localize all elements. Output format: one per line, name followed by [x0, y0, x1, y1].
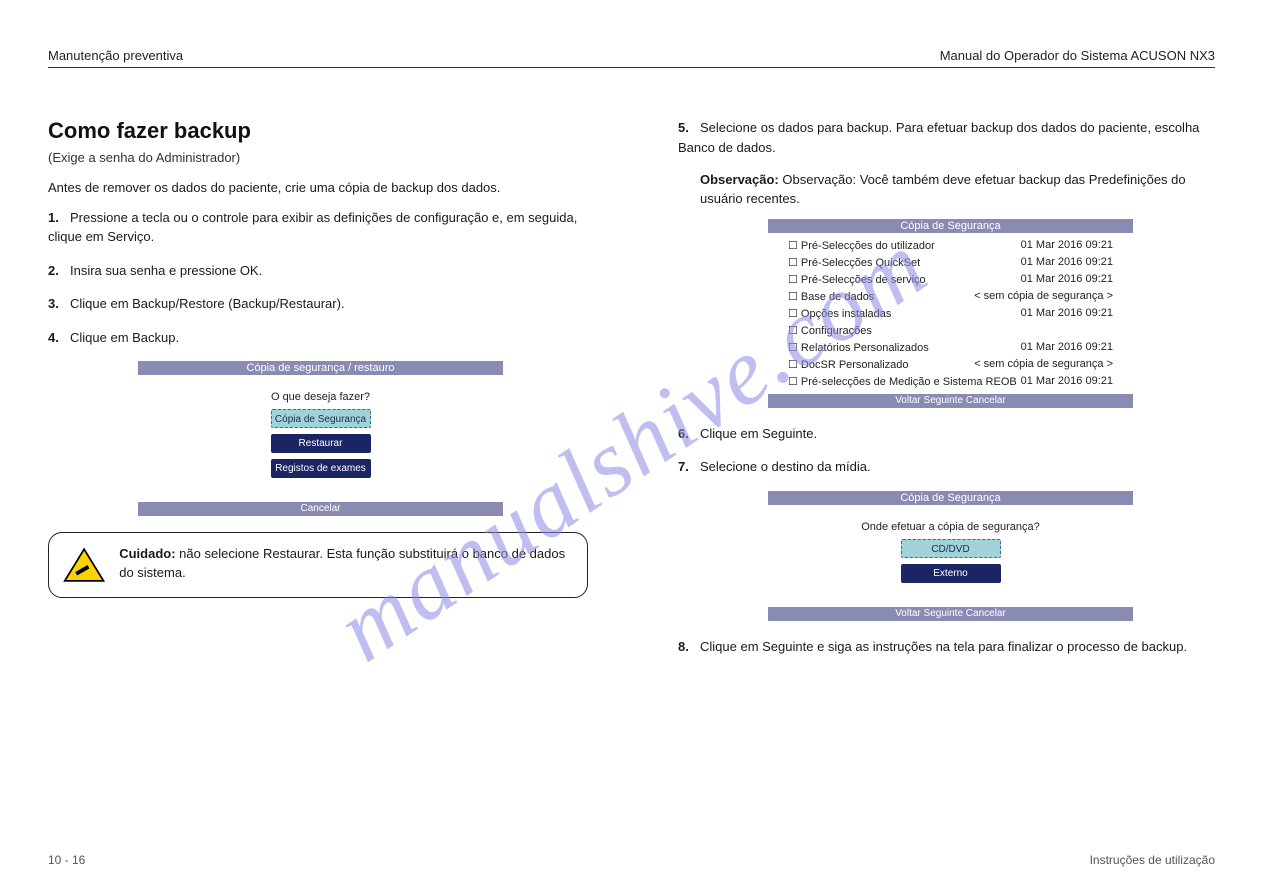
backup-restore-panel: Cópia de segurança / restauro O que dese… [138, 361, 503, 516]
step-6: 6.Clique em Seguinte. [678, 424, 1218, 444]
caution-label: Cuidado: [119, 546, 175, 561]
footer-left: 10 - 16 [48, 853, 85, 867]
panel-title: Cópia de segurança / restauro [138, 361, 503, 375]
note-text: Observação: Observação: Você também deve… [700, 171, 1218, 209]
caution-text: não selecione Restaurar. Esta função sub… [119, 546, 565, 579]
step-4: 4.Clique em Backup. [48, 328, 588, 348]
intro-text: Antes de remover os dados do paciente, c… [48, 179, 588, 198]
section-subtitle: (Exige a senha do Administrador) [48, 150, 588, 165]
page-header: Manutenção preventiva Manual do Operador… [48, 48, 1215, 68]
backup-item-row[interactable]: ☐ Configurações [788, 322, 1113, 339]
section-title: Como fazer backup [48, 118, 588, 144]
step-7: 7.Selecione o destino da mídia. [678, 457, 1218, 477]
caution-icon [63, 545, 105, 585]
cddvd-button[interactable]: CD/DVD [901, 539, 1001, 558]
panel-footer[interactable]: Cancelar [138, 502, 503, 516]
backup-item-row[interactable]: ☐ Pré-Selecções QuickSet01 Mar 2016 09:2… [788, 254, 1113, 271]
panel2-title: Cópia de Segurança [768, 219, 1133, 233]
panel2-footer[interactable]: Voltar Seguinte Cancelar [768, 394, 1133, 408]
backup-item-row[interactable]: ☐ Opções instaladas01 Mar 2016 09:21 [788, 305, 1113, 322]
footer-right: Instruções de utilização [1090, 853, 1215, 867]
step-1: 1.Pressione a tecla ou o controle para e… [48, 208, 588, 247]
backup-button[interactable]: Cópia de Segurança [271, 409, 371, 428]
step-3: 3.Clique em Backup/Restore (Backup/Resta… [48, 294, 588, 314]
backup-item-row[interactable]: ☐ Pré-selecções de Medição e Sistema REO… [788, 373, 1113, 390]
restore-button[interactable]: Restaurar [271, 434, 371, 453]
step-2: 2.Insira sua senha e pressione OK. [48, 261, 588, 281]
backup-item-row[interactable]: ☐ Base de dados< sem cópia de segurança … [788, 288, 1113, 305]
caution-box: Cuidado: não selecione Restaurar. Esta f… [48, 532, 588, 598]
page-footer: 10 - 16 Instruções de utilização [48, 853, 1215, 867]
panel3-title: Cópia de Segurança [768, 491, 1133, 505]
backup-item-row[interactable]: ☐ Relatórios Personalizados01 Mar 2016 0… [788, 339, 1113, 356]
backup-item-row[interactable]: ☐ Pré-Selecções de serviço01 Mar 2016 09… [788, 271, 1113, 288]
step-8: 8.Clique em Seguinte e siga as instruçõe… [678, 637, 1218, 657]
external-button[interactable]: Externo [901, 564, 1001, 583]
header-left: Manutenção preventiva [48, 48, 183, 63]
step-5: 5.Selecione os dados para backup. Para e… [678, 118, 1218, 157]
exam-logs-button[interactable]: Registos de exames [271, 459, 371, 478]
panel3-footer[interactable]: Voltar Seguinte Cancelar [768, 607, 1133, 621]
panel-label: O que deseja fazer? [146, 391, 495, 403]
header-right: Manual do Operador do Sistema ACUSON NX3 [940, 48, 1215, 63]
backup-item-row[interactable]: ☐ DocSR Personalizado< sem cópia de segu… [788, 356, 1113, 373]
backup-items-panel: Cópia de Segurança ☐ Pré-Selecções do ut… [768, 219, 1133, 408]
backup-item-row[interactable]: ☐ Pré-Selecções do utilizador01 Mar 2016… [788, 237, 1113, 254]
backup-destination-panel: Cópia de Segurança Onde efetuar a cópia … [768, 491, 1133, 621]
panel3-label: Onde efetuar a cópia de segurança? [776, 521, 1125, 533]
